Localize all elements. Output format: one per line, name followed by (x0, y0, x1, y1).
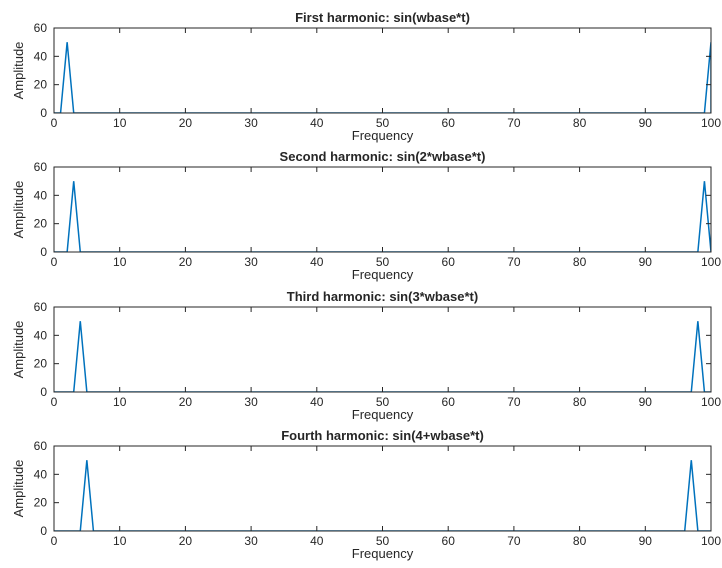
x-tick-label: 20 (179, 255, 193, 269)
series-line-1 (54, 42, 711, 113)
y-tick-label: 0 (40, 245, 47, 259)
subplot-title: Second harmonic: sin(2*wbase*t) (280, 149, 486, 164)
y-tick-label: 0 (40, 385, 47, 399)
x-tick-label: 0 (51, 395, 58, 409)
x-tick-label: 20 (179, 116, 193, 130)
x-tick-label: 20 (179, 534, 193, 548)
subplot-title: First harmonic: sin(wbase*t) (295, 10, 470, 25)
x-axis-label: Frequency (352, 267, 414, 282)
axes-box (53, 306, 712, 393)
x-tick-label: 60 (442, 534, 456, 548)
x-tick-label: 70 (507, 255, 521, 269)
x-tick-label: 0 (51, 255, 58, 269)
x-tick-label: 80 (573, 534, 587, 548)
x-tick-label: 80 (573, 255, 587, 269)
x-tick-label: 70 (507, 534, 521, 548)
y-tick-label: 20 (34, 357, 48, 371)
x-tick-label: 10 (113, 395, 127, 409)
x-tick-label: 40 (310, 116, 324, 130)
y-tick-label: 40 (34, 467, 48, 481)
y-axis-label: Amplitude (11, 181, 26, 239)
x-tick-label: 60 (442, 116, 456, 130)
y-tick-label: 60 (34, 439, 48, 453)
subplot-1: 0 10 20 30 40 50 60 70 80 90 100 0 20 40 60 First harmo… (11, 10, 721, 143)
x-tick-label: 50 (376, 395, 390, 409)
subplot-title: Fourth harmonic: sin(4+wbase*t) (281, 428, 484, 443)
y-tick-label: 0 (40, 106, 47, 120)
y-axis-label: Amplitude (11, 460, 26, 518)
y-axis-label: Amplitude (11, 321, 26, 379)
y-tick-label: 40 (34, 188, 48, 202)
series-line-1 (54, 181, 711, 252)
x-tick-label: 30 (244, 534, 258, 548)
subplot-3: 0 10 20 30 40 50 60 70 80 90 100 0 20 40 60 Third harmo… (11, 289, 721, 422)
x-tick-label: 100 (701, 534, 721, 548)
y-tick-label: 20 (34, 217, 48, 231)
y-tick-label: 20 (34, 496, 48, 510)
x-tick-label: 100 (701, 116, 721, 130)
x-tick-label: 40 (310, 255, 324, 269)
y-tick-label: 60 (34, 21, 48, 35)
y-tick-label: 40 (34, 49, 48, 63)
x-tick-label: 60 (442, 255, 456, 269)
x-tick-label: 40 (310, 395, 324, 409)
x-tick-label: 10 (113, 255, 127, 269)
x-axis-label: Frequency (352, 407, 414, 422)
x-tick-label: 10 (113, 534, 127, 548)
axes-box (53, 445, 712, 532)
axes-box (53, 27, 712, 114)
x-tick-label: 80 (573, 116, 587, 130)
y-tick-label: 40 (34, 328, 48, 342)
y-tick-label: 60 (34, 300, 48, 314)
series-line-1 (54, 460, 711, 531)
y-tick-label: 0 (40, 524, 47, 538)
x-tick-label: 50 (376, 534, 390, 548)
x-tick-label: 80 (573, 395, 587, 409)
y-tick-label: 20 (34, 78, 48, 92)
x-tick-label: 30 (244, 255, 258, 269)
series-line-1 (54, 321, 711, 392)
x-tick-label: 70 (507, 116, 521, 130)
x-tick-label: 50 (376, 255, 390, 269)
x-tick-label: 70 (507, 395, 521, 409)
x-tick-label: 50 (376, 116, 390, 130)
y-tick-label: 60 (34, 160, 48, 174)
x-tick-label: 60 (442, 395, 456, 409)
x-axis-label: Frequency (352, 128, 414, 143)
x-tick-label: 20 (179, 395, 193, 409)
x-tick-label: 90 (639, 534, 653, 548)
x-tick-label: 30 (244, 116, 258, 130)
subplot-2: 0 10 20 30 40 50 60 70 80 90 100 0 20 40 60 Second harm… (11, 149, 721, 282)
x-tick-label: 40 (310, 534, 324, 548)
x-tick-label: 0 (51, 116, 58, 130)
x-tick-label: 100 (701, 255, 721, 269)
x-tick-label: 90 (639, 395, 653, 409)
axes-box (53, 166, 712, 253)
x-tick-label: 90 (639, 116, 653, 130)
subplot-title: Third harmonic: sin(3*wbase*t) (287, 289, 478, 304)
subplot-4: 0 10 20 30 40 50 60 70 80 90 100 0 20 40 60 Fourth harm… (11, 428, 721, 561)
x-tick-label: 0 (51, 534, 58, 548)
x-axis-label: Frequency (352, 546, 414, 561)
x-tick-label: 90 (639, 255, 653, 269)
y-axis-label: Amplitude (11, 42, 26, 100)
x-tick-label: 10 (113, 116, 127, 130)
x-tick-label: 30 (244, 395, 258, 409)
x-tick-label: 100 (701, 395, 721, 409)
